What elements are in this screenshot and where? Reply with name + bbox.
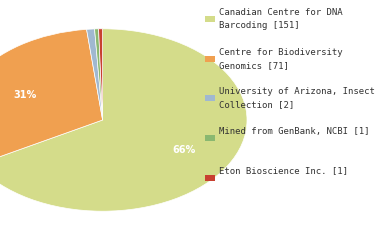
Text: Canadian Centre for DNA: Canadian Centre for DNA <box>219 8 343 17</box>
Text: Centre for Biodiversity: Centre for Biodiversity <box>219 48 343 57</box>
FancyBboxPatch shape <box>205 175 215 180</box>
Text: 31%: 31% <box>14 90 37 100</box>
Text: Mined from GenBank, NCBI [1]: Mined from GenBank, NCBI [1] <box>219 127 370 136</box>
Text: Genomics [71]: Genomics [71] <box>219 61 289 70</box>
Wedge shape <box>87 29 103 120</box>
FancyBboxPatch shape <box>205 135 215 141</box>
FancyBboxPatch shape <box>205 16 215 22</box>
Text: Eton Bioscience Inc. [1]: Eton Bioscience Inc. [1] <box>219 167 348 175</box>
FancyBboxPatch shape <box>205 56 215 62</box>
Text: Collection [2]: Collection [2] <box>219 101 294 109</box>
Text: 66%: 66% <box>172 145 195 155</box>
Wedge shape <box>98 29 103 120</box>
FancyBboxPatch shape <box>205 95 215 101</box>
Text: University of Arizona, Insect: University of Arizona, Insect <box>219 87 375 96</box>
Wedge shape <box>0 29 103 165</box>
Text: Barcoding [151]: Barcoding [151] <box>219 21 300 30</box>
Wedge shape <box>95 29 103 120</box>
Wedge shape <box>0 29 247 211</box>
